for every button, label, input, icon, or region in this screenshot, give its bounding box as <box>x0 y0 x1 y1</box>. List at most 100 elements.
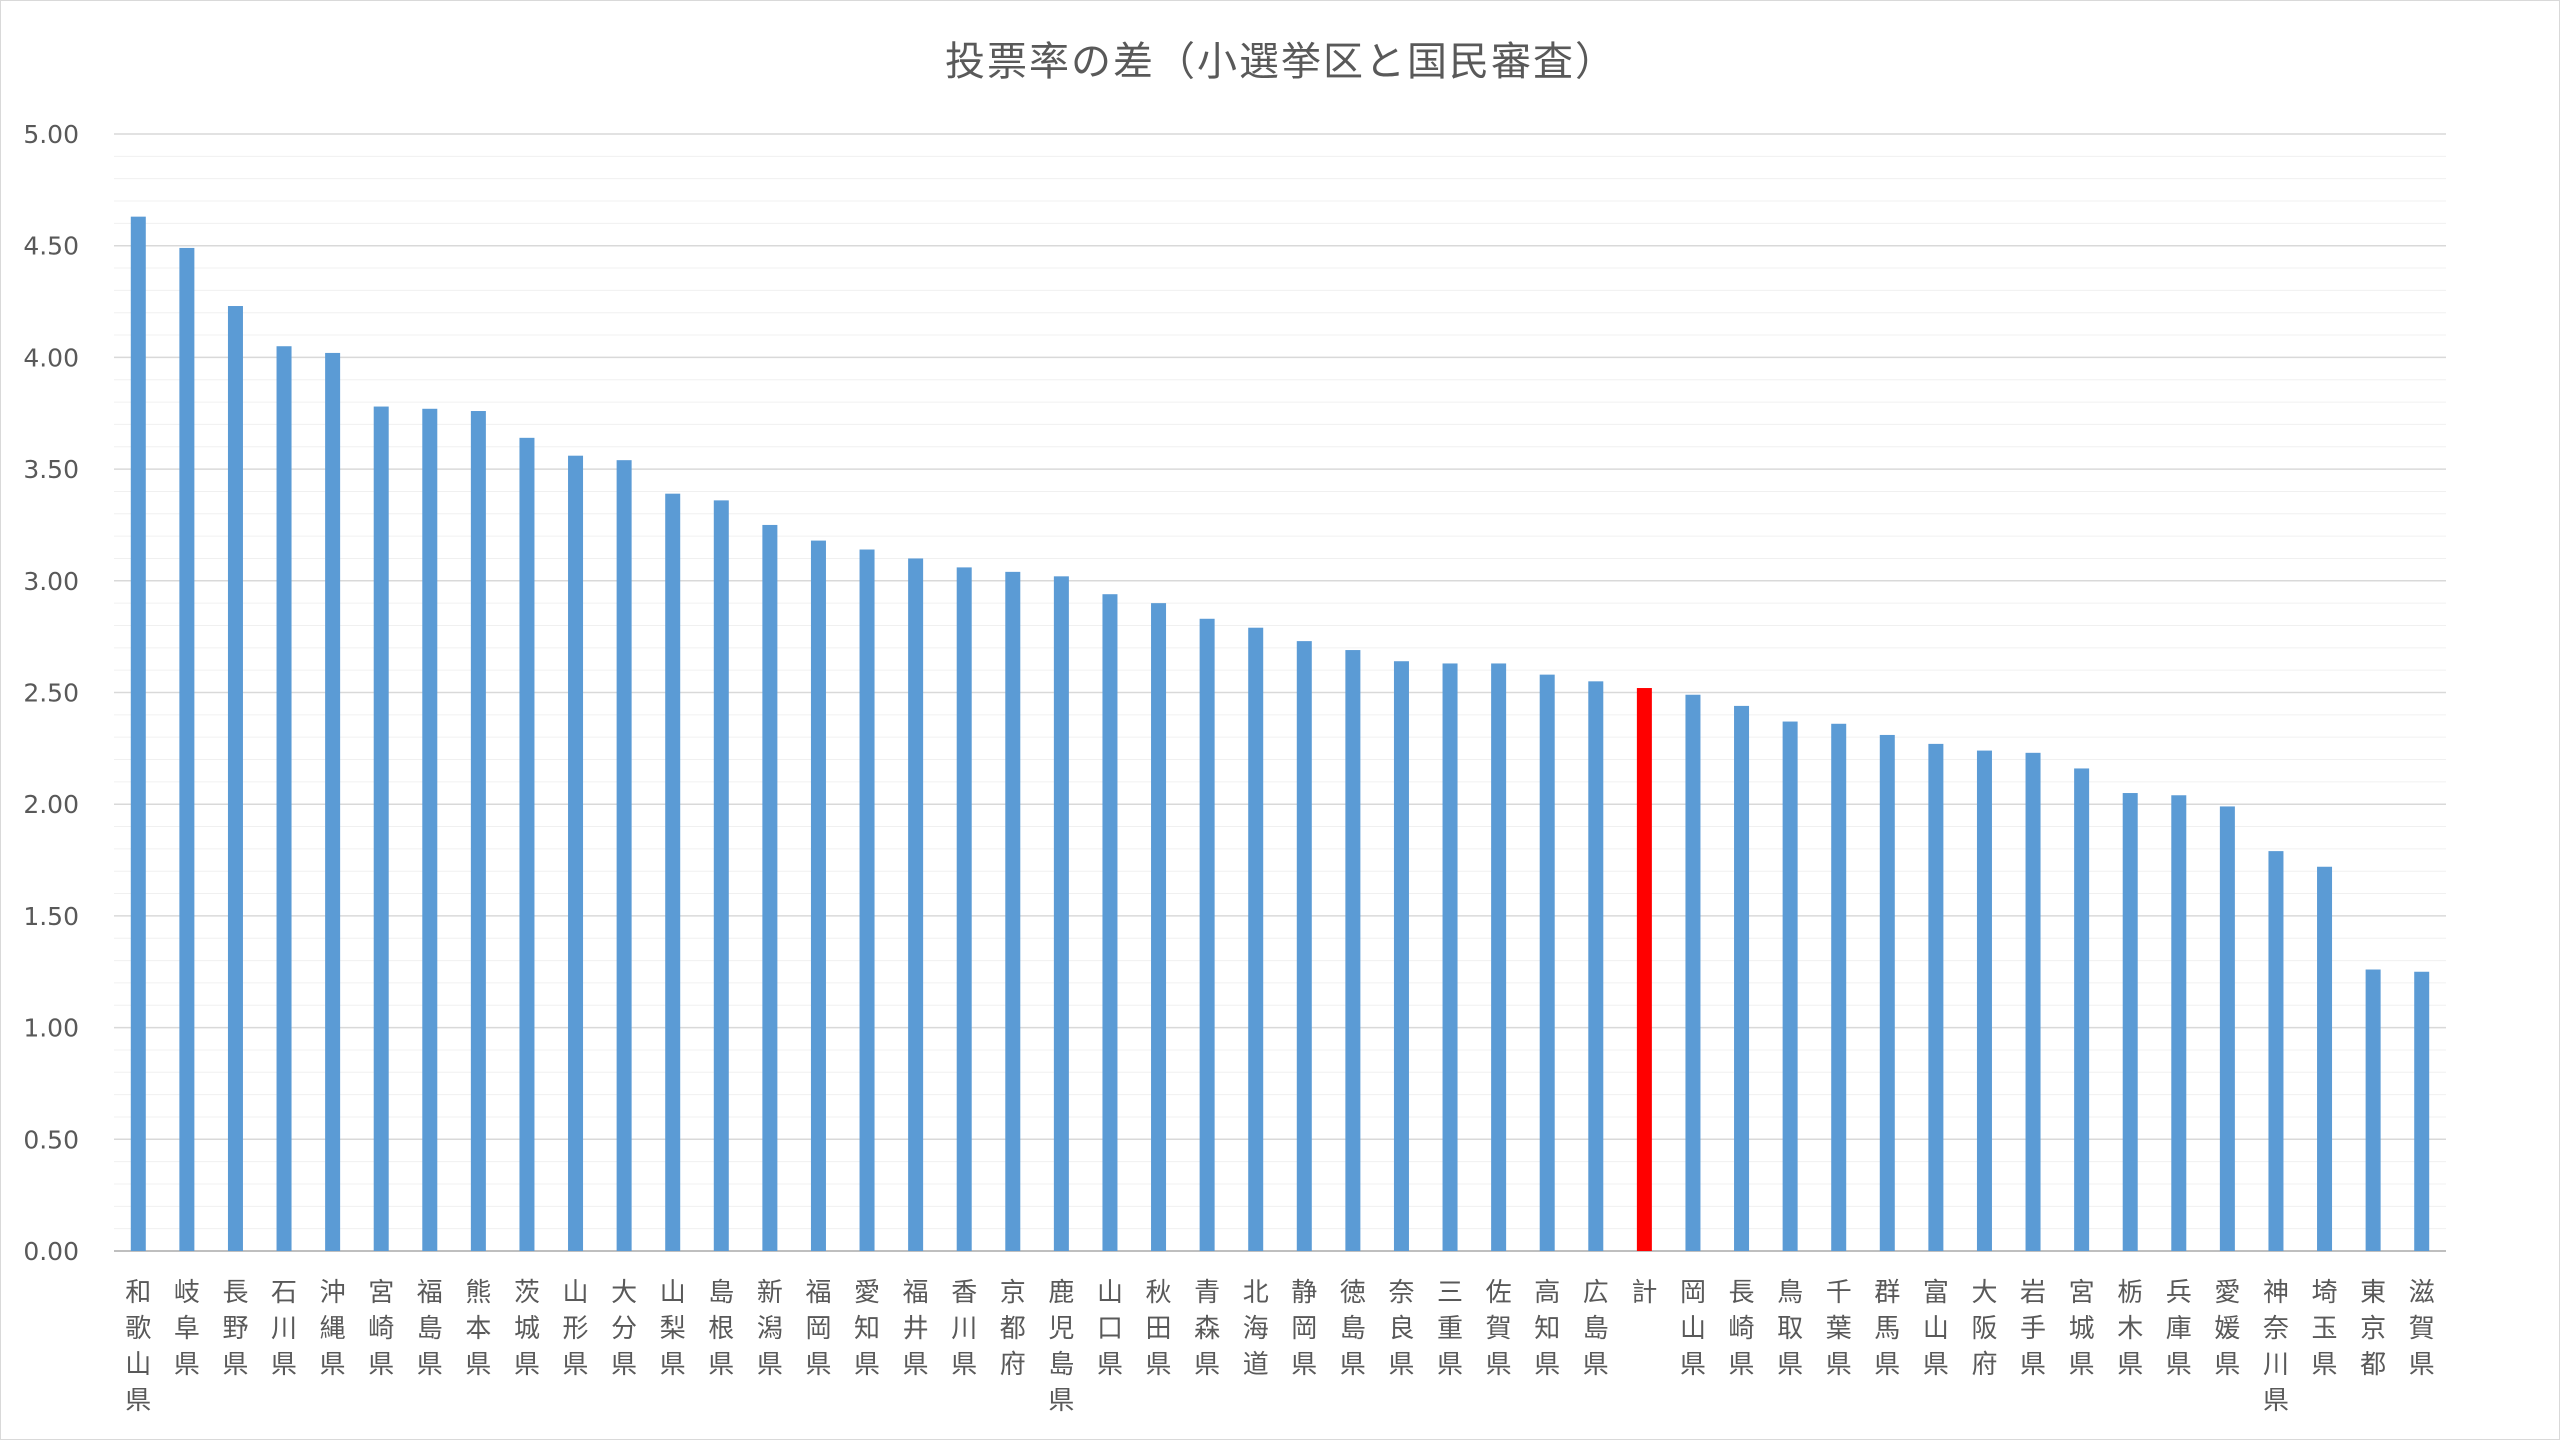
bar <box>519 437 535 1252</box>
y-tick-label: 2.00 <box>23 790 79 819</box>
bar <box>713 500 729 1252</box>
x-tick-label: 奈良県 <box>1388 1278 1414 1380</box>
bar <box>276 346 292 1252</box>
x-tick-label: 鹿児島県 <box>1048 1278 1074 1416</box>
x-tick-label: 香川県 <box>951 1278 977 1380</box>
bar <box>1005 571 1021 1251</box>
y-tick-label: 3.50 <box>23 455 79 484</box>
x-tick-label: 宮城県 <box>2069 1278 2095 1380</box>
bar <box>373 406 389 1252</box>
x-tick-label: 静岡県 <box>1291 1278 1317 1380</box>
x-tick-label: 和歌山県 <box>125 1278 151 1416</box>
bar <box>1879 734 1895 1251</box>
x-tick-label: 山梨県 <box>660 1278 686 1380</box>
bar <box>1685 694 1701 1251</box>
x-tick-label: 三重県 <box>1437 1278 1463 1380</box>
x-tick-label: 岐阜県 <box>174 1278 200 1380</box>
x-tick-label: 山口県 <box>1097 1278 1123 1380</box>
bar <box>2171 795 2187 1251</box>
x-tick-label: 高知県 <box>1534 1278 1560 1380</box>
x-tick-label: 石川県 <box>271 1278 297 1380</box>
x-tick-label: 愛知県 <box>854 1278 880 1380</box>
bar <box>1053 576 1069 1251</box>
bar <box>1831 723 1847 1251</box>
bar <box>2414 971 2430 1251</box>
bar-highlight <box>1636 688 1652 1251</box>
x-tick-label: 岡山県 <box>1680 1278 1706 1380</box>
bar <box>568 455 584 1251</box>
x-tick-label: 兵庫県 <box>2166 1278 2192 1380</box>
x-tick-label: 福岡県 <box>805 1278 831 1380</box>
x-tick-label: 滋賀県 <box>2409 1278 2435 1380</box>
x-tick-label: 愛媛県 <box>2214 1278 2240 1380</box>
x-tick-label: 計 <box>1631 1278 1657 1308</box>
y-tick-label: 0.00 <box>23 1237 79 1266</box>
bar <box>1151 603 1167 1251</box>
y-axis-ticks: 0.00 0.50 1.00 1.50 2.00 2.50 3.00 3.50 4.00 4.50… <box>23 120 79 1266</box>
bar <box>2074 768 2090 1251</box>
x-tick-label: 大阪府 <box>1971 1278 1997 1380</box>
y-tick-label: 2.50 <box>23 679 79 708</box>
bar <box>665 493 681 1251</box>
x-tick-label: 栃木県 <box>2117 1278 2143 1380</box>
x-tick-label: 福井県 <box>903 1278 929 1380</box>
bar <box>1491 663 1507 1251</box>
x-tick-label: 富山県 <box>1923 1278 1949 1380</box>
y-tick-label: 3.00 <box>23 567 79 596</box>
chart-title: 投票率の差（小選挙区と国民審査） <box>945 39 1617 85</box>
y-tick-label: 5.00 <box>23 120 79 149</box>
bar <box>2122 793 2138 1251</box>
x-tick-label: 岩手県 <box>2020 1278 2046 1380</box>
x-tick-label: 佐賀県 <box>1486 1278 1512 1380</box>
bar <box>762 524 778 1251</box>
bar <box>1296 641 1312 1251</box>
x-tick-label: 群馬県 <box>1874 1278 1900 1380</box>
x-tick-label: 京都府 <box>1000 1278 1026 1380</box>
x-tick-label: 埼玉県 <box>2312 1278 2338 1380</box>
bar <box>1588 681 1604 1251</box>
x-tick-label: 山形県 <box>563 1278 589 1380</box>
x-tick-label: 福島県 <box>417 1278 443 1380</box>
bar <box>1976 750 1992 1251</box>
bar <box>1393 661 1409 1251</box>
x-tick-label: 神奈川県 <box>2263 1278 2289 1416</box>
bar <box>859 549 875 1251</box>
bar <box>616 460 632 1251</box>
bar <box>1442 663 1458 1251</box>
x-tick-label: 長野県 <box>222 1278 248 1380</box>
x-tick-label: 秋田県 <box>1146 1278 1172 1380</box>
y-tick-label: 4.50 <box>23 232 79 261</box>
x-tick-label: 新潟県 <box>757 1278 783 1380</box>
x-tick-label: 茨城県 <box>514 1278 540 1380</box>
y-tick-label: 0.50 <box>23 1125 79 1154</box>
x-tick-label: 鳥取県 <box>1777 1278 1803 1380</box>
x-tick-label: 長崎県 <box>1729 1278 1755 1380</box>
bar <box>470 411 486 1251</box>
bar <box>908 558 924 1251</box>
x-axis-ticks: 和歌山県岐阜県長野県石川県沖縄県宮崎県福島県熊本県茨城県山形県大分県山梨県島根県… <box>125 1278 2434 1416</box>
bar <box>130 216 146 1252</box>
x-tick-label: 大分県 <box>611 1278 637 1380</box>
y-tick-label: 1.50 <box>23 902 79 931</box>
x-tick-label: 千葉県 <box>1826 1278 1852 1380</box>
bar <box>1199 618 1215 1251</box>
bar <box>1102 594 1118 1251</box>
gridlines <box>114 133 2446 1252</box>
bar <box>1782 721 1798 1251</box>
x-tick-label: 熊本県 <box>465 1278 491 1380</box>
x-tick-label: 宮崎県 <box>368 1278 394 1380</box>
bar <box>1734 705 1750 1251</box>
bar <box>2365 969 2381 1251</box>
bar <box>2025 752 2041 1251</box>
bar <box>956 567 972 1251</box>
x-tick-label: 徳島県 <box>1340 1278 1366 1380</box>
bar <box>2219 806 2235 1251</box>
bar <box>179 247 195 1251</box>
y-tick-label: 4.00 <box>23 343 79 372</box>
bar <box>1539 674 1555 1251</box>
bar <box>1345 650 1361 1251</box>
bar <box>1248 627 1264 1251</box>
bar <box>810 540 826 1251</box>
x-tick-label: 沖縄県 <box>320 1278 346 1380</box>
